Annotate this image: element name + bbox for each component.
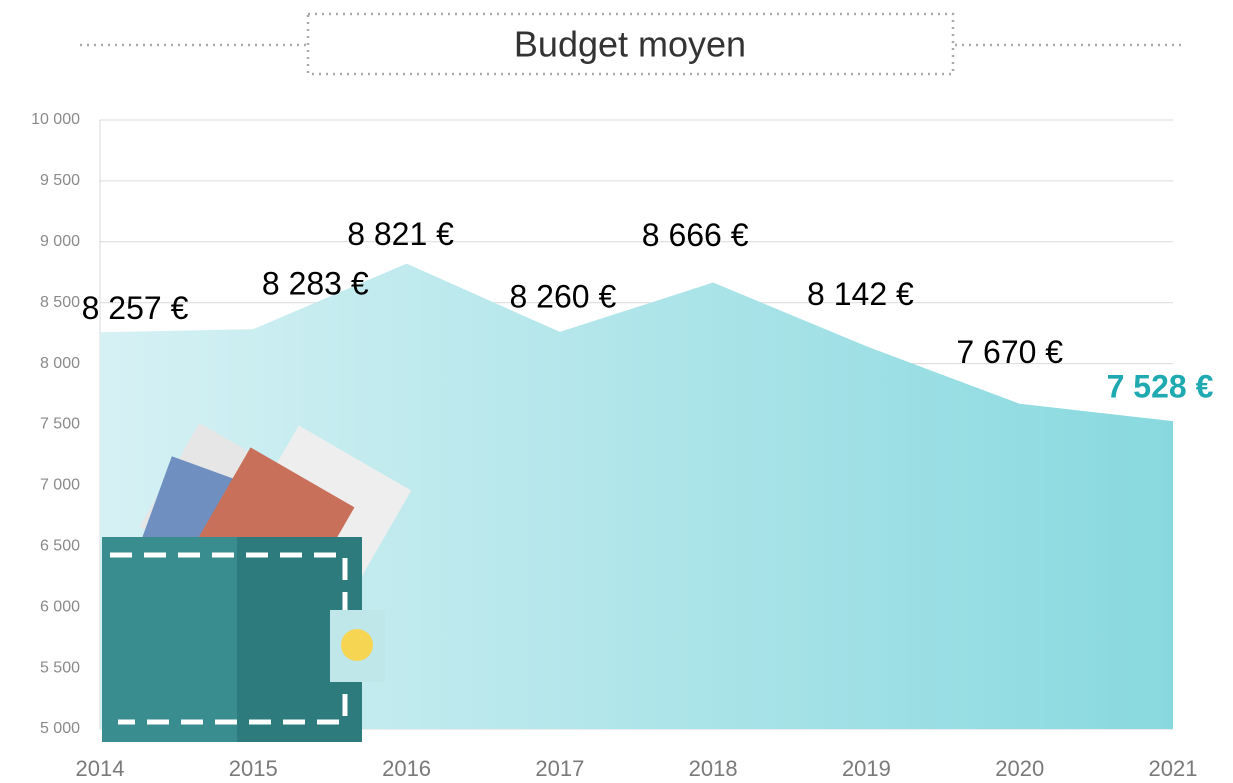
value-label: 8 283 €: [262, 266, 369, 302]
y-tick-label: 6 500: [40, 538, 80, 555]
y-tick-label: 9 000: [40, 233, 80, 250]
value-label: 7 670 €: [956, 334, 1063, 370]
chart-title: Budget moyen: [514, 24, 746, 65]
y-tick-label: 6 000: [40, 598, 80, 615]
y-tick-label: 8 500: [40, 294, 80, 311]
value-label: 8 666 €: [642, 217, 749, 253]
x-tick-label: 2016: [382, 756, 431, 781]
x-tick-label: 2020: [995, 756, 1044, 781]
y-tick-label: 5 500: [40, 659, 80, 676]
value-label: 8 257 €: [82, 290, 189, 326]
y-tick-label: 8 000: [40, 355, 80, 372]
y-tick-label: 7 500: [40, 416, 80, 433]
y-tick-label: 10 000: [31, 111, 80, 128]
chart: Budget moyen 5 000 5 500 6 000 6 500 7 000 7 …: [0, 0, 1233, 783]
value-label: 8 142 €: [807, 276, 914, 312]
page: {"chart_data": {"type": "area", "title":…: [0, 0, 1233, 783]
x-tick-label: 2017: [535, 756, 584, 781]
value-label: 8 260 €: [509, 278, 616, 314]
x-tick-label: 2019: [842, 756, 891, 781]
value-label: 7 528 €: [1107, 369, 1214, 405]
y-tick-label: 5 000: [40, 720, 80, 737]
y-tick-label: 9 500: [40, 172, 80, 189]
x-tick-label: 2018: [689, 756, 738, 781]
x-tick-label: 2021: [1149, 756, 1198, 781]
x-tick-label: 2015: [229, 756, 278, 781]
value-label: 8 821 €: [347, 216, 454, 252]
y-tick-label: 7 000: [40, 477, 80, 494]
x-tick-label: 2014: [76, 756, 125, 781]
